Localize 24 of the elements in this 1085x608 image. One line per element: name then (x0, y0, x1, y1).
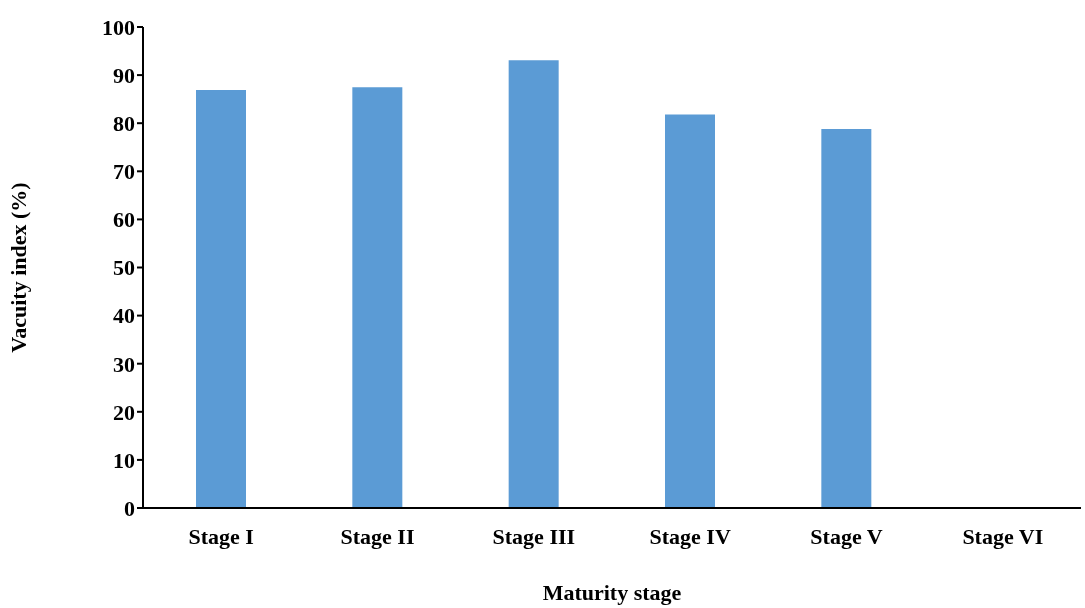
x-tick-label: Stage VI (962, 523, 1044, 549)
y-axis-title: Vacuity index (%) (5, 182, 31, 353)
x-tick-label: Stage II (340, 523, 415, 549)
y-tick-label: 40 (113, 303, 135, 329)
y-tick-label: 70 (113, 159, 135, 185)
bar (508, 60, 559, 508)
bar (352, 87, 403, 508)
y-tick-label: 20 (113, 399, 135, 425)
bar (821, 128, 872, 508)
y-tick-label: 10 (113, 447, 135, 473)
y-tick-label: 50 (113, 255, 135, 281)
y-tick-label: 80 (113, 111, 135, 137)
y-tick-label: 0 (124, 495, 135, 521)
x-tick-label: Stage I (188, 523, 254, 549)
y-tick-label: 60 (113, 207, 135, 233)
x-axis-title: Maturity stage (542, 580, 682, 605)
x-tick-label: Stage V (810, 523, 883, 549)
bar (196, 90, 246, 508)
bar (665, 114, 715, 508)
x-tick-label: Stage III (492, 523, 576, 549)
x-tick-label: Stage IV (649, 523, 731, 549)
y-tick-label: 90 (113, 62, 135, 88)
y-tick-label: 30 (113, 351, 135, 377)
y-tick-label: 100 (102, 14, 135, 40)
